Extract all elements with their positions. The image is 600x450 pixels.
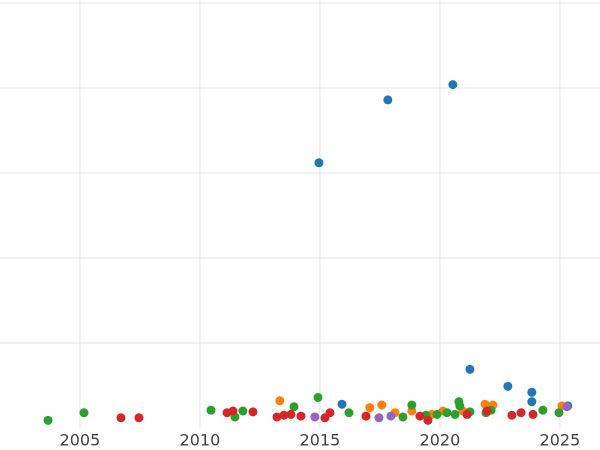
point bbox=[407, 400, 417, 410]
point bbox=[398, 412, 408, 422]
point bbox=[448, 80, 458, 90]
point bbox=[386, 411, 396, 421]
point bbox=[480, 399, 490, 409]
point bbox=[465, 364, 475, 374]
point bbox=[450, 409, 460, 419]
x-tick-label: 2005 bbox=[60, 431, 101, 450]
point bbox=[432, 409, 442, 419]
point bbox=[286, 409, 296, 419]
point bbox=[538, 405, 548, 415]
point bbox=[310, 412, 320, 422]
point bbox=[361, 411, 371, 421]
point bbox=[289, 402, 299, 412]
point bbox=[313, 392, 323, 402]
point bbox=[383, 95, 393, 105]
point bbox=[248, 407, 258, 417]
point bbox=[79, 408, 89, 418]
point bbox=[43, 415, 53, 425]
point bbox=[279, 410, 289, 420]
point bbox=[344, 408, 354, 418]
point bbox=[554, 408, 564, 418]
point bbox=[528, 409, 538, 419]
point bbox=[507, 410, 517, 420]
point bbox=[228, 406, 238, 416]
point bbox=[272, 412, 282, 422]
point bbox=[562, 402, 572, 412]
point bbox=[482, 406, 492, 416]
point bbox=[527, 387, 537, 397]
point bbox=[325, 408, 335, 418]
point bbox=[527, 397, 537, 407]
point bbox=[206, 405, 216, 415]
point bbox=[415, 411, 425, 421]
point bbox=[314, 158, 324, 168]
point bbox=[337, 399, 347, 409]
x-tick-label: 2025 bbox=[540, 431, 581, 450]
point bbox=[503, 381, 513, 391]
point bbox=[377, 400, 387, 410]
x-tick-label: 2020 bbox=[420, 431, 461, 450]
point bbox=[134, 413, 144, 423]
point bbox=[455, 401, 465, 411]
point bbox=[442, 408, 452, 418]
point bbox=[238, 406, 248, 416]
point bbox=[374, 413, 384, 423]
x-tick-label: 2010 bbox=[180, 431, 221, 450]
x-tick-label: 2015 bbox=[300, 431, 341, 450]
point bbox=[116, 413, 126, 423]
point bbox=[296, 411, 306, 421]
point bbox=[516, 408, 526, 418]
point bbox=[462, 409, 472, 419]
point bbox=[365, 403, 375, 413]
point bbox=[423, 415, 433, 425]
point bbox=[275, 396, 285, 406]
